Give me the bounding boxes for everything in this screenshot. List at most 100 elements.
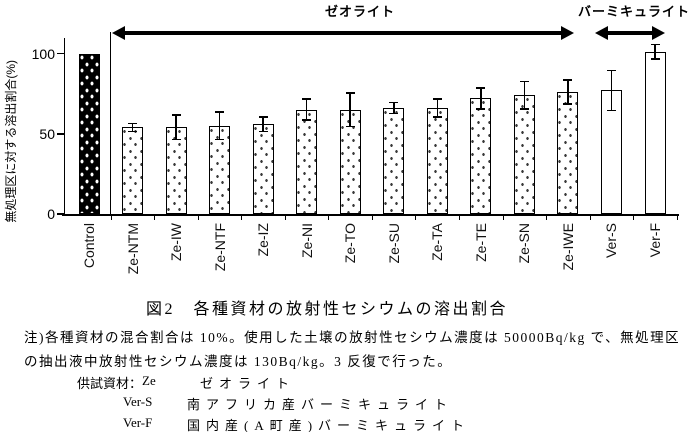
- category-label-ze-te: Ze-TE: [472, 223, 489, 262]
- y-axis: [63, 38, 65, 214]
- error-bar-cap-top: [128, 122, 138, 124]
- error-bar-cap-top: [519, 80, 529, 83]
- arrowhead-right-icon: [561, 26, 574, 40]
- vermiculite-group-label: バーミキュライト: [577, 4, 690, 19]
- bar-ze-to: [339, 109, 361, 214]
- error-bar-cap-top: [606, 69, 616, 72]
- arrowhead-left-icon: [595, 26, 608, 40]
- note-line-2: の抽出液中放射性セシウム濃度は 130Bq/kg。3 反復で行った。: [24, 354, 453, 369]
- error-bar-line: [218, 111, 221, 141]
- material-code-ze: Ze: [142, 373, 156, 388]
- error-bar-line: [610, 69, 613, 112]
- x-tick: [241, 215, 243, 220]
- error-bar-line: [305, 98, 308, 121]
- material-desc-ver-s: 南アフリカ産バーミキュライト: [187, 397, 454, 412]
- bar-ze-iwe: [557, 92, 579, 214]
- x-axis: [62, 214, 679, 216]
- error-bar-cap-bottom: [345, 125, 355, 128]
- bar-ze-iz: [252, 124, 274, 214]
- category-label-ze-iz: Ze-IZ: [255, 223, 272, 257]
- category-label-ze-ntf: Ze-NTF: [211, 223, 228, 272]
- error-bar-cap-bottom: [476, 108, 486, 110]
- error-bar-cap-bottom: [432, 116, 442, 118]
- materials-prefix: 供試資材：: [77, 376, 143, 391]
- y-tick-label: 100: [31, 45, 55, 62]
- x-tick: [371, 215, 373, 220]
- control-divider-line: [109, 32, 111, 214]
- figure-caption: 図2 各種資材の放射性セシウムの溶出割合: [146, 301, 509, 318]
- error-bar-line: [436, 98, 439, 118]
- material-desc-ver-f: 国内産(A町産)バーミキュライト: [187, 418, 471, 432]
- category-label-ze-su: Ze-SU: [385, 223, 402, 264]
- bar-ze-ntf: [209, 125, 231, 214]
- bar-ze-ni: [296, 109, 318, 214]
- error-bar-cap-bottom: [519, 108, 529, 110]
- error-bar-cap-top: [302, 98, 312, 100]
- arrowhead-left-icon: [112, 26, 125, 40]
- error-bar-cap-top: [432, 98, 442, 100]
- note-line-1: 注)各種資材の混合割合は 10%。使用した土壌の放射性セシウム濃度は 50000…: [24, 330, 681, 345]
- vermiculite-range-arrow: [595, 26, 665, 40]
- x-tick: [415, 215, 417, 220]
- zeolite-range-arrow: [112, 26, 574, 40]
- arrow-shaft: [122, 31, 564, 35]
- error-bar-cap-bottom: [606, 109, 616, 112]
- category-label-ver-f: Ver-F: [647, 223, 664, 258]
- category-label-ze-ni: Ze-NI: [298, 223, 315, 258]
- error-bar-line: [175, 114, 177, 141]
- error-bar-cap-top: [258, 116, 268, 118]
- error-bar-line: [131, 122, 134, 133]
- error-bar-cap-top: [389, 101, 399, 104]
- error-bar-cap-top: [563, 79, 573, 81]
- arrow-shaft: [605, 31, 655, 35]
- error-bar-cap-top: [215, 111, 225, 113]
- x-tick: [633, 215, 635, 220]
- x-tick: [284, 215, 286, 220]
- error-bar-line: [654, 43, 656, 60]
- category-label-ze-ntm: Ze-NTM: [124, 223, 141, 275]
- category-label-ver-s: Ver-S: [603, 223, 620, 259]
- arrowhead-right-icon: [652, 26, 665, 40]
- error-bar-cap-top: [650, 43, 660, 46]
- error-bar-cap-bottom: [171, 138, 181, 141]
- error-bar-line: [262, 116, 264, 133]
- bar-ze-te: [470, 98, 492, 214]
- error-bar-cap-bottom: [389, 112, 399, 115]
- error-bar-line: [523, 80, 526, 110]
- category-label-ze-iwe: Ze-IWE: [559, 223, 576, 271]
- category-label-ze-sn: Ze-SN: [516, 223, 533, 264]
- error-bar-cap-bottom: [650, 58, 660, 60]
- y-tick-label: 0: [47, 206, 55, 222]
- x-tick: [110, 215, 112, 220]
- error-bar-cap-top: [345, 92, 355, 94]
- error-bar-cap-bottom: [128, 130, 138, 133]
- material-code-ver-s: Ver-S: [123, 394, 153, 409]
- x-tick: [676, 215, 678, 220]
- bar-ze-ta: [426, 108, 448, 214]
- material-code-ver-f: Ver-F: [123, 415, 153, 430]
- category-label-ze-to: Ze-TO: [342, 223, 359, 264]
- y-tick: [57, 133, 64, 135]
- error-bar-cap-bottom: [563, 103, 573, 105]
- error-bar-cap-top: [476, 87, 486, 89]
- error-bar-line: [349, 92, 351, 128]
- y-tick: [57, 52, 64, 55]
- y-axis-title: 無処理区に対する溶出割合(%): [4, 60, 18, 223]
- category-label-ze-iw: Ze-IW: [168, 223, 185, 262]
- y-tick-label: 50: [39, 125, 55, 142]
- error-bar-line: [393, 101, 395, 115]
- bar-ze-ntm: [122, 127, 144, 214]
- x-tick: [546, 215, 548, 220]
- bar-control: [78, 53, 100, 214]
- material-desc-ze: ゼオライト: [200, 376, 296, 391]
- error-bar-cap-bottom: [258, 130, 268, 133]
- x-tick: [589, 215, 591, 220]
- error-bar-cap-bottom: [302, 119, 312, 121]
- y-tick: [57, 213, 64, 215]
- zeolite-group-label: ゼオライト: [324, 4, 395, 19]
- bar-ze-sn: [513, 95, 535, 214]
- bar-ver-f: [644, 51, 666, 214]
- x-tick: [459, 215, 461, 220]
- x-tick: [154, 215, 156, 220]
